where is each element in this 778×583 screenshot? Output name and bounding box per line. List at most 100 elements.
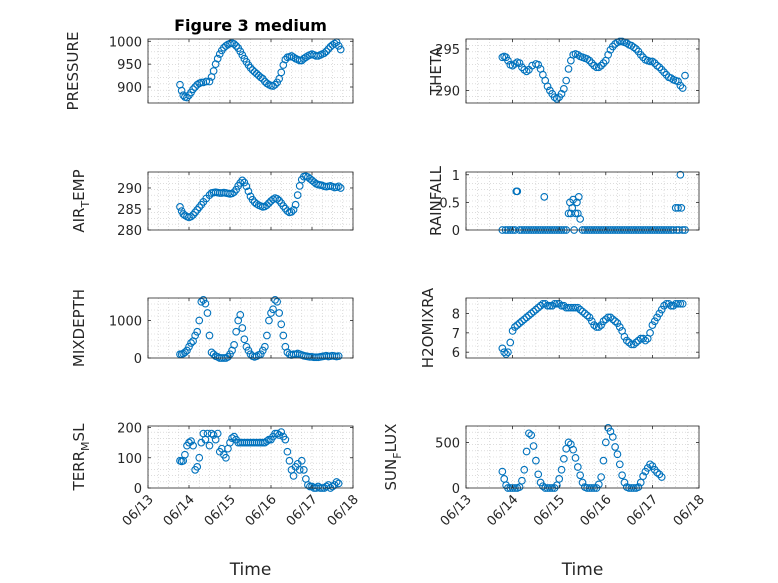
data-point — [336, 184, 345, 192]
data-point — [548, 301, 557, 310]
data-point — [653, 61, 661, 70]
data-point — [513, 187, 522, 196]
data-point — [676, 81, 685, 90]
data-point — [611, 443, 619, 451]
y-axis-label: RAINFALL — [427, 165, 445, 236]
data-point — [597, 61, 605, 70]
data-point — [258, 346, 267, 355]
x-tick-label: 06/15 — [531, 492, 568, 529]
data-point — [576, 471, 585, 480]
data-point — [273, 195, 282, 203]
y-tick-label: 950 — [117, 58, 142, 73]
data-point — [302, 53, 310, 62]
data-point — [267, 309, 275, 317]
data-point — [599, 456, 608, 465]
data-point — [578, 307, 587, 316]
data-point — [183, 93, 191, 102]
data-point — [615, 460, 624, 469]
data-point — [560, 301, 568, 310]
data-point — [522, 447, 531, 456]
data-point — [585, 56, 594, 65]
data-point — [273, 78, 282, 87]
data-point — [261, 342, 269, 351]
data-point — [185, 342, 193, 351]
series-markers — [176, 172, 345, 222]
data-point — [676, 299, 685, 308]
data-point — [553, 299, 561, 308]
data-point — [522, 67, 531, 76]
data-point — [332, 478, 341, 486]
data-point — [578, 478, 587, 487]
data-point — [540, 193, 549, 201]
data-point — [555, 475, 564, 483]
data-point — [191, 208, 199, 217]
data-point — [667, 74, 675, 82]
data-point — [330, 39, 339, 48]
data-point — [215, 50, 224, 58]
x-tick-label: 06/17 — [624, 492, 661, 529]
grid-lines — [147, 426, 354, 488]
data-point — [564, 65, 573, 73]
data-point — [608, 42, 617, 51]
series-markers — [176, 296, 343, 362]
data-point — [613, 450, 622, 459]
data-point — [193, 462, 202, 471]
data-point — [611, 317, 619, 326]
data-point — [232, 327, 240, 336]
data-point — [529, 307, 538, 316]
data-point — [310, 178, 318, 186]
data-point — [573, 50, 582, 59]
data-point — [222, 453, 230, 462]
data-point — [541, 299, 550, 308]
data-point — [258, 438, 267, 447]
data-point — [648, 321, 657, 329]
data-point — [205, 77, 214, 86]
data-point — [518, 317, 526, 326]
data-point — [205, 331, 214, 340]
data-point — [201, 299, 210, 308]
data-point — [632, 45, 640, 53]
data-point — [265, 316, 273, 325]
data-point — [263, 437, 271, 445]
data-point — [618, 471, 626, 480]
data-point — [571, 454, 580, 462]
data-point — [297, 456, 306, 465]
y-tick-label: 295 — [435, 43, 460, 58]
y-tick-label: 8 — [452, 307, 460, 322]
data-point — [334, 352, 343, 360]
data-point — [539, 299, 547, 308]
y-tick-label: 0.5 — [439, 196, 460, 211]
data-point — [189, 85, 197, 94]
data-point — [498, 344, 507, 353]
series-markers — [498, 37, 689, 103]
data-point — [238, 176, 247, 185]
data-point — [195, 453, 204, 462]
data-point — [560, 85, 568, 93]
x-tick-label: 06/18 — [325, 492, 362, 529]
data-point — [573, 303, 582, 312]
data-point — [527, 309, 536, 318]
data-point — [601, 438, 610, 447]
data-point — [515, 59, 524, 67]
data-point — [564, 438, 573, 447]
data-point — [197, 297, 206, 306]
data-point — [176, 203, 184, 211]
data-point — [246, 63, 255, 72]
data-point — [620, 478, 629, 487]
data-point — [228, 189, 236, 198]
data-point — [295, 182, 304, 190]
data-point — [295, 466, 304, 474]
data-point — [599, 317, 608, 326]
data-point — [193, 205, 202, 214]
data-point — [676, 170, 685, 179]
grid-lines — [465, 426, 700, 488]
data-point — [525, 311, 533, 320]
data-point — [641, 336, 650, 345]
data-point — [583, 311, 592, 320]
data-point — [205, 441, 214, 450]
data-point — [236, 47, 245, 56]
data-point — [506, 338, 515, 347]
data-point — [557, 301, 566, 310]
data-point — [236, 179, 245, 187]
